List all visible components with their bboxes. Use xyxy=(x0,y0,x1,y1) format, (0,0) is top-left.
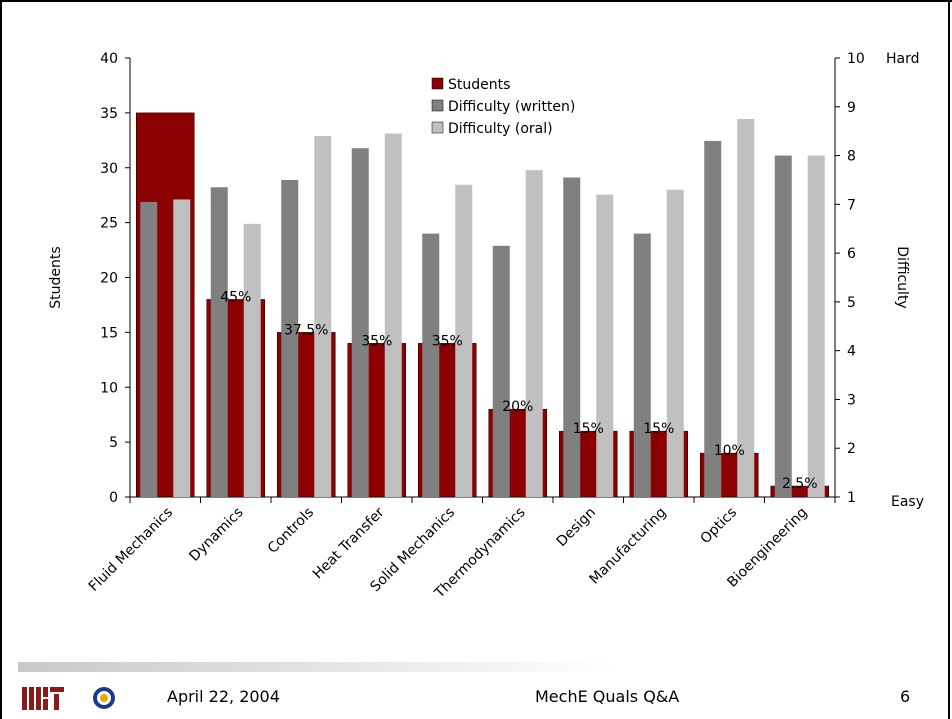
left-tick-label: 15 xyxy=(100,325,118,341)
difficulty-written-bar xyxy=(633,233,651,497)
legend-label: Difficulty (written) xyxy=(448,99,575,115)
right-tick-label: 4 xyxy=(847,344,856,360)
left-tick-label: 20 xyxy=(100,271,118,287)
right-tick-label: 10 xyxy=(847,51,865,67)
legend-box xyxy=(426,70,604,158)
difficulty-oral-bar xyxy=(314,136,332,498)
x-category-label: Heat Transfer xyxy=(310,504,388,582)
difficulty-written-bar xyxy=(281,179,299,497)
frame-right-line xyxy=(948,0,950,719)
footer-page-number: 6 xyxy=(900,687,911,706)
difficulty-written-bar xyxy=(774,155,792,498)
difficulty-written-bar xyxy=(140,201,158,497)
difficulty-oral-bar xyxy=(807,155,825,498)
y2-axis-title: Difficulty xyxy=(894,246,910,308)
students-bar xyxy=(770,485,829,498)
difficulty-written-bar xyxy=(492,245,510,497)
right-tick-label: 8 xyxy=(847,149,856,165)
left-tick-label: 40 xyxy=(100,51,118,67)
students-percent-label: 87.5% xyxy=(143,95,187,111)
difficulty-written-bar xyxy=(422,233,440,497)
students-percent-label: 45% xyxy=(220,289,251,305)
difficulty-oral-bar xyxy=(666,189,684,497)
right-tick-label: 6 xyxy=(847,246,856,262)
students-percent-label: 20% xyxy=(502,399,533,415)
x-category-label: Optics xyxy=(697,505,740,548)
difficulty-written-bar xyxy=(563,177,581,497)
mit-logo xyxy=(22,687,115,710)
x-category-label: Manufacturing xyxy=(587,505,670,588)
legend-label: Students xyxy=(448,77,510,93)
difficulty-oral-bar xyxy=(243,223,261,497)
right-axis-hard-label: Hard xyxy=(886,51,920,67)
y-axis-title: Students xyxy=(48,246,64,308)
difficulty-oral-bar xyxy=(737,118,755,497)
x-category-label: Design xyxy=(554,505,599,550)
difficulty-written-bar xyxy=(704,140,722,497)
frame-left-line xyxy=(0,0,2,719)
footer-divider xyxy=(18,662,618,672)
chart: 0 5 10 15 20 25 30 35 40 1 2 3 4 5 6 7 8 9 10 Hard Easy Stude… xyxy=(48,51,924,602)
right-tick-label: 2 xyxy=(847,441,856,457)
students-percent-label: 35% xyxy=(361,333,392,349)
x-category-label: Fluid Mechanics xyxy=(86,505,176,595)
difficulty-oral-bar xyxy=(384,133,402,497)
footer-title: MechE Quals Q&A xyxy=(535,687,680,706)
frame-top-line xyxy=(0,0,952,2)
left-tick-label: 0 xyxy=(109,490,118,506)
legend-swatch xyxy=(431,99,444,112)
students-percent-label: 15% xyxy=(573,421,604,437)
legend-label: Difficulty (oral) xyxy=(448,121,553,137)
difficulty-oral-bar xyxy=(525,170,543,497)
students-percent-label: 15% xyxy=(643,421,674,437)
left-tick-label: 10 xyxy=(100,380,118,396)
students-percent-label: 2.5% xyxy=(782,476,818,492)
difficulty-oral-bar xyxy=(596,194,614,498)
right-tick-label: 7 xyxy=(847,197,856,213)
x-category-label: Controls xyxy=(265,505,317,557)
right-tick-label: 1 xyxy=(847,490,856,506)
legend-swatch xyxy=(431,77,444,90)
difficulty-oral-bar xyxy=(173,199,191,497)
right-axis-easy-label: Easy xyxy=(891,494,924,510)
left-tick-label: 25 xyxy=(100,216,118,232)
right-tick-label: 5 xyxy=(847,295,856,311)
difficulty-written-bar xyxy=(210,187,228,497)
right-tick-label: 3 xyxy=(847,392,856,408)
right-tick-label: 9 xyxy=(847,100,856,116)
x-category-label: Dynamics xyxy=(186,505,246,565)
students-percent-label: 37.5% xyxy=(284,322,328,338)
footer-date: April 22, 2004 xyxy=(167,687,280,706)
students-percent-label: 10% xyxy=(714,443,745,459)
difficulty-oral-bar xyxy=(455,184,473,498)
students-percent-label: 35% xyxy=(432,333,463,349)
difficulty-written-bar xyxy=(351,148,369,497)
left-tick-label: 5 xyxy=(109,435,118,451)
left-tick-label: 35 xyxy=(100,106,118,122)
left-tick-label: 30 xyxy=(100,161,118,177)
legend-swatch xyxy=(431,121,444,134)
